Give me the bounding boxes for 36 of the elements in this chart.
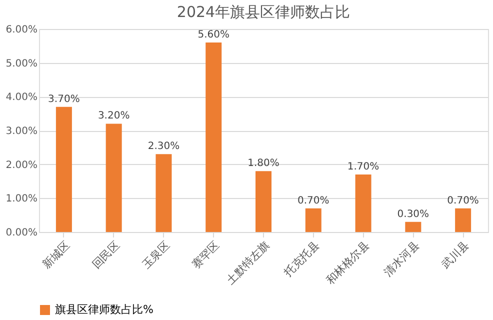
y-tick-label: 4.00% xyxy=(6,92,38,104)
bar xyxy=(156,154,172,232)
bar xyxy=(305,208,322,232)
bar xyxy=(405,222,422,232)
y-tick-label: 6.00% xyxy=(6,24,38,36)
x-tick-label: 武川县 xyxy=(439,238,472,272)
bar xyxy=(206,42,222,232)
data-label: 0.70% xyxy=(447,195,479,206)
x-tick-label: 回民区 xyxy=(90,238,122,272)
bar xyxy=(56,106,72,232)
bar xyxy=(106,124,122,232)
y-tick-label: 5.00% xyxy=(6,58,38,70)
data-label: 1.70% xyxy=(347,161,380,172)
y-tick-label: 1.00% xyxy=(6,194,38,205)
x-tick-label: 和林格尔县 xyxy=(324,238,372,287)
x-tick-label: 玉泉区 xyxy=(140,238,172,272)
x-tick-label: 新城区 xyxy=(40,238,72,272)
bar xyxy=(455,208,472,232)
data-label: 3.20% xyxy=(98,110,130,122)
data-label: 2.30% xyxy=(148,141,180,152)
legend-label: 旗县区律师数占比% xyxy=(55,303,154,316)
y-tick-label: 2.00% xyxy=(6,160,38,171)
data-label: 0.70% xyxy=(298,195,330,206)
x-tick-label: 土默特左旗 xyxy=(224,238,272,287)
y-tick-label: 3.00% xyxy=(6,126,38,137)
chart-title: 2024年旗县区律师数占比 xyxy=(176,3,350,21)
data-label: 3.70% xyxy=(48,94,80,105)
bar xyxy=(256,171,272,232)
data-label: 1.80% xyxy=(248,158,280,170)
data-label: 0.30% xyxy=(397,208,430,220)
data-label: 5.60% xyxy=(198,30,230,41)
x-tick-label: 赛罕区 xyxy=(190,238,222,272)
bar xyxy=(355,174,372,232)
x-tick-label: 清水河县 xyxy=(381,238,422,280)
x-tick-label: 托克托县 xyxy=(280,238,322,280)
y-tick-label: 0.00% xyxy=(6,228,38,238)
